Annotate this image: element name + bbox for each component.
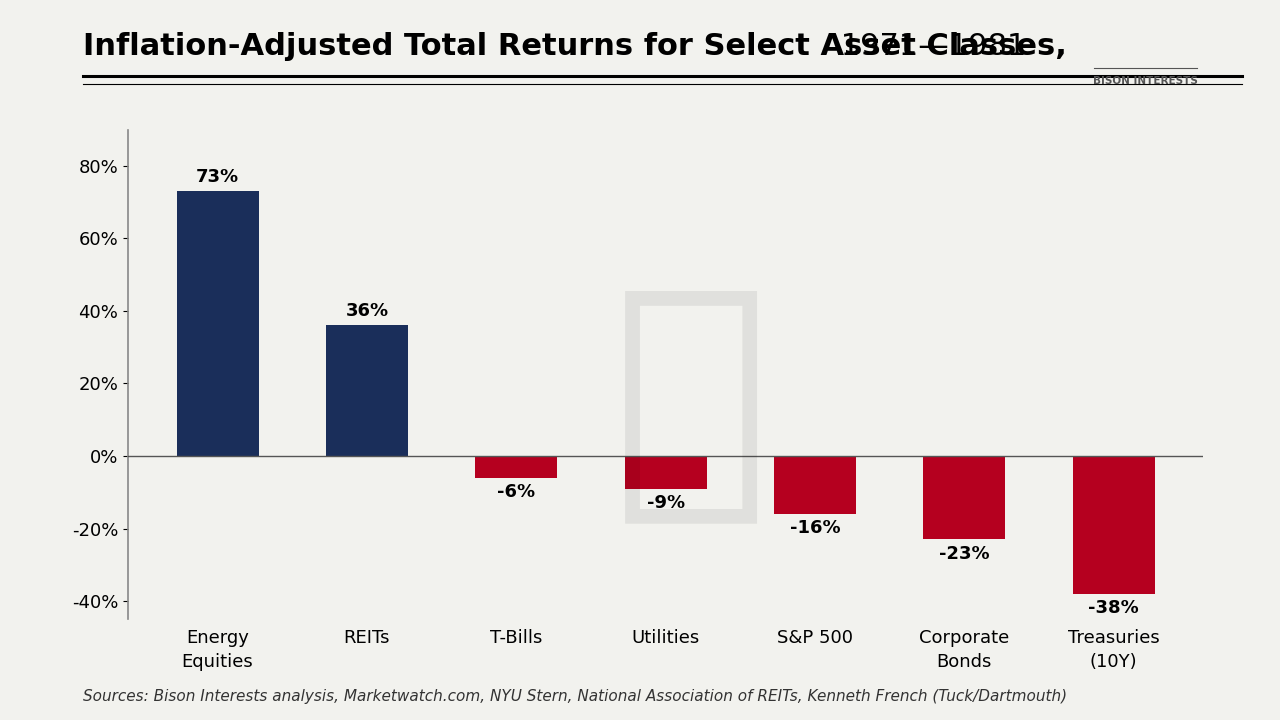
Text: -38%: -38%	[1088, 599, 1139, 617]
Bar	[923, 456, 1005, 539]
Bar	[774, 456, 856, 514]
Text: -6%: -6%	[497, 483, 535, 501]
Text: 1971—1981: 1971—1981	[831, 32, 1027, 61]
Bar	[475, 456, 557, 478]
Text: 73%: 73%	[196, 168, 239, 186]
Bar	[177, 192, 259, 456]
Bar	[625, 456, 707, 489]
Bar	[326, 325, 408, 456]
Text: BISON INTERESTS: BISON INTERESTS	[1093, 76, 1198, 86]
Text: -9%: -9%	[646, 494, 685, 512]
Text: 🦬: 🦬	[612, 275, 771, 531]
Text: Inflation-Adjusted Total Returns for Select Asset Classes,: Inflation-Adjusted Total Returns for Sel…	[83, 32, 1068, 61]
Text: Sources: Bison Interests analysis, Marketwatch.com, NYU Stern, National Associat: Sources: Bison Interests analysis, Marke…	[83, 689, 1068, 704]
Bar	[1073, 456, 1155, 594]
Text: 36%: 36%	[346, 302, 389, 320]
Text: -16%: -16%	[790, 519, 840, 537]
Text: -23%: -23%	[940, 545, 989, 563]
